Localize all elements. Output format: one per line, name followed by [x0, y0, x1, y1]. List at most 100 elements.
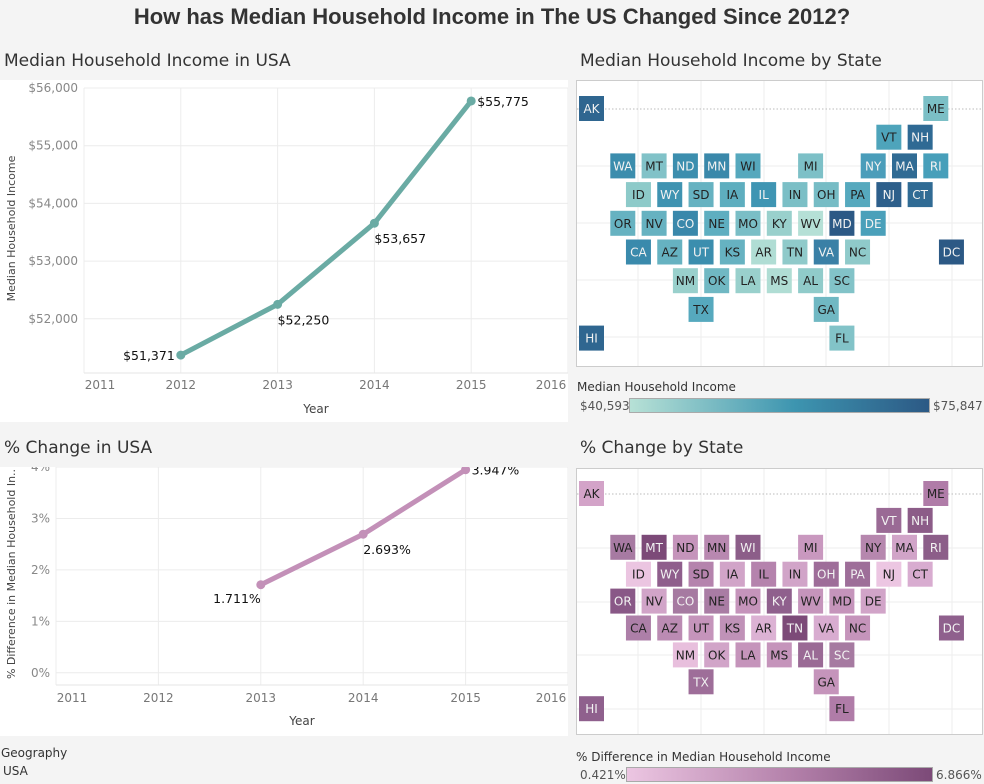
state-tile-ia[interactable]: IA	[719, 182, 745, 208]
state-tile-mo[interactable]: MO	[735, 588, 761, 614]
income-line-chart[interactable]: 2011 2012 2013 2014 2015 2016 $52,000 $53,000 $5…	[0, 80, 569, 422]
state-tile-ct[interactable]: CT	[907, 561, 933, 587]
state-tile-me[interactable]: ME	[923, 481, 949, 506]
state-tile-mi[interactable]: MI	[798, 153, 824, 179]
state-tile-tn[interactable]: TN	[782, 239, 808, 265]
state-tile-wv[interactable]: WV	[798, 588, 824, 614]
state-tile-il[interactable]: IL	[751, 182, 777, 208]
state-tile-ks[interactable]: KS	[719, 615, 745, 641]
state-tile-de[interactable]: DE	[860, 210, 886, 236]
state-tile-oh[interactable]: OH	[813, 182, 839, 208]
state-tile-mn[interactable]: MN	[704, 153, 730, 179]
state-tile-nh[interactable]: NH	[907, 507, 933, 533]
state-tile-ct[interactable]: CT	[907, 182, 933, 208]
state-tile-de[interactable]: DE	[860, 588, 886, 614]
state-tile-nd[interactable]: ND	[672, 153, 698, 179]
change-line-chart[interactable]: 2011 2012 2013 2014 2015 2016 0% 1% 2% 3% 4% Year % …	[0, 460, 569, 736]
state-tile-co[interactable]: CO	[672, 210, 698, 236]
state-tile-pa[interactable]: PA	[845, 182, 871, 208]
state-tile-mt[interactable]: MT	[641, 153, 667, 179]
state-tile-ak[interactable]: AK	[579, 96, 604, 121]
state-tile-md[interactable]: MD	[829, 210, 855, 236]
state-tile-al[interactable]: AL	[798, 268, 824, 294]
state-tile-nv[interactable]: NV	[641, 588, 667, 614]
state-tile-nv[interactable]: NV	[641, 210, 667, 236]
income-tile-map[interactable]: AK ME VT NH WA MT ND MN WI MI NY MA RI ID WY SD IA IL IN OH…	[576, 80, 983, 481]
state-tile-la[interactable]: LA	[735, 642, 761, 668]
state-tile-mi[interactable]: MI	[798, 534, 824, 560]
state-tile-nm[interactable]: NM	[672, 642, 698, 668]
state-tile-wi[interactable]: WI	[735, 534, 761, 560]
state-tile-tn[interactable]: TN	[782, 615, 808, 641]
state-tile-mt[interactable]: MT	[641, 534, 667, 560]
state-tile-sc[interactable]: SC	[829, 268, 855, 294]
state-tile-wy[interactable]: WY	[657, 182, 683, 208]
state-tile-id[interactable]: ID	[625, 561, 651, 587]
state-tile-in[interactable]: IN	[782, 182, 808, 208]
state-tile-wv[interactable]: WV	[798, 210, 824, 236]
state-tile-ga[interactable]: GA	[813, 296, 839, 322]
state-tile-ri[interactable]: RI	[923, 153, 949, 179]
state-tile-ma[interactable]: MA	[892, 534, 917, 560]
state-tile-az[interactable]: AZ	[657, 239, 683, 265]
geography-filter-value[interactable]: USA	[3, 764, 28, 778]
state-tile-ks[interactable]: KS	[719, 239, 745, 265]
state-tile-ca[interactable]: CA	[625, 239, 651, 265]
state-tile-nc[interactable]: NC	[845, 239, 871, 265]
state-tile-ri[interactable]: RI	[923, 534, 949, 560]
state-tile-ga[interactable]: GA	[813, 669, 839, 695]
state-tile-tx[interactable]: TX	[688, 669, 714, 695]
state-tile-ca[interactable]: CA	[625, 615, 651, 641]
state-tile-ia[interactable]: IA	[719, 561, 745, 587]
state-tile-id[interactable]: ID	[625, 182, 651, 208]
state-tile-ut[interactable]: UT	[688, 615, 714, 641]
state-tile-fl[interactable]: FL	[829, 325, 855, 351]
state-tile-mo[interactable]: MO	[735, 210, 761, 236]
state-tile-nj[interactable]: NJ	[876, 561, 902, 587]
state-tile-va[interactable]: VA	[813, 615, 839, 641]
state-tile-ar[interactable]: AR	[751, 615, 777, 641]
state-tile-tx[interactable]: TX	[688, 296, 714, 322]
change-tile-map[interactable]: AK ME VT NH WA MT ND MN WI MI NY MA RI ID WY SD IA IL IN OH…	[576, 468, 983, 784]
state-tile-la[interactable]: LA	[735, 268, 761, 294]
state-tile-mn[interactable]: MN	[704, 534, 730, 560]
state-tile-wa[interactable]: WA	[610, 534, 636, 560]
state-tile-dc[interactable]: DC	[938, 615, 964, 641]
state-tile-dc[interactable]: DC	[938, 239, 964, 265]
state-tile-sc[interactable]: SC	[829, 642, 855, 668]
state-tile-ms[interactable]: MS	[766, 642, 792, 668]
state-tile-co[interactable]: CO	[672, 588, 698, 614]
state-tile-nh[interactable]: NH	[907, 124, 933, 150]
state-tile-nj[interactable]: NJ	[876, 182, 902, 208]
state-tile-va[interactable]: VA	[813, 239, 839, 265]
state-tile-wy[interactable]: WY	[657, 561, 683, 587]
state-tile-ms[interactable]: MS	[766, 268, 792, 294]
state-tile-ny[interactable]: NY	[860, 534, 886, 560]
state-tile-or[interactable]: OR	[610, 588, 636, 614]
state-tile-al[interactable]: AL	[798, 642, 824, 668]
state-tile-nm[interactable]: NM	[672, 268, 698, 294]
state-tile-ar[interactable]: AR	[751, 239, 777, 265]
state-tile-hi[interactable]: HI	[579, 696, 604, 722]
state-tile-ky[interactable]: KY	[766, 588, 792, 614]
state-tile-in[interactable]: IN	[782, 561, 808, 587]
state-tile-ky[interactable]: KY	[766, 210, 792, 236]
state-tile-or[interactable]: OR	[610, 210, 636, 236]
state-tile-ne[interactable]: NE	[704, 210, 730, 236]
state-tile-sd[interactable]: SD	[688, 182, 714, 208]
state-tile-vt[interactable]: VT	[876, 507, 902, 533]
state-tile-hi[interactable]: HI	[579, 325, 604, 351]
state-tile-wa[interactable]: WA	[610, 153, 636, 179]
state-tile-ok[interactable]: OK	[704, 268, 730, 294]
state-tile-ma[interactable]: MA	[892, 153, 917, 179]
state-tile-wi[interactable]: WI	[735, 153, 761, 179]
state-tile-pa[interactable]: PA	[845, 561, 871, 587]
state-tile-md[interactable]: MD	[829, 588, 855, 614]
state-tile-sd[interactable]: SD	[688, 561, 714, 587]
state-tile-il[interactable]: IL	[751, 561, 777, 587]
state-tile-nd[interactable]: ND	[672, 534, 698, 560]
state-tile-az[interactable]: AZ	[657, 615, 683, 641]
state-tile-vt[interactable]: VT	[876, 124, 902, 150]
state-tile-ok[interactable]: OK	[704, 642, 730, 668]
state-tile-ak[interactable]: AK	[579, 481, 604, 506]
